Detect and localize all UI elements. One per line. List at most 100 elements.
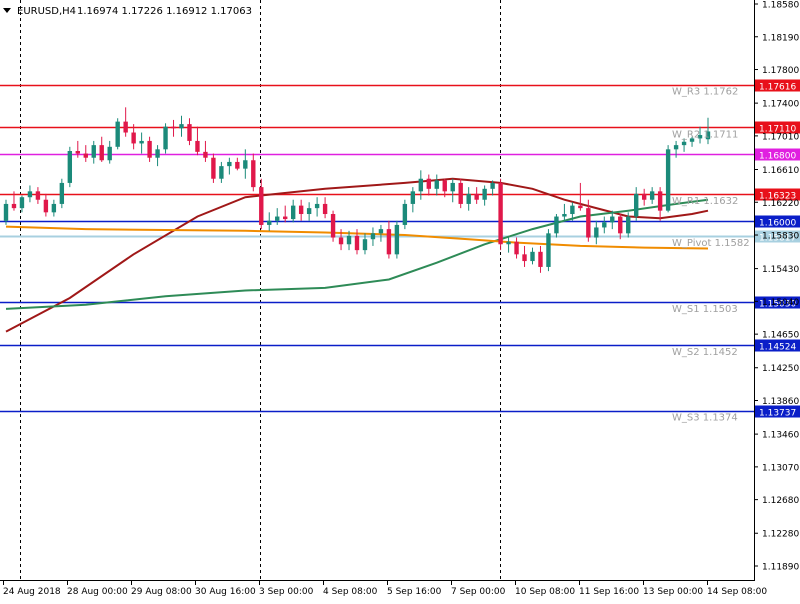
price-tick-label: 1.17010: [762, 132, 799, 142]
candle-body: [506, 241, 511, 245]
candle-body: [498, 182, 503, 245]
candle-body: [618, 216, 623, 234]
pivot-label: W_R2 1.1711: [672, 129, 738, 140]
candle-body: [402, 203, 408, 225]
candle-body: [131, 132, 136, 144]
price-tick-label: 1.11890: [762, 563, 799, 573]
candle-body: [27, 191, 33, 198]
price-tick-label: 1.12280: [762, 530, 799, 540]
candle-body: [610, 216, 615, 223]
price-tick-label: 1.14650: [762, 331, 799, 341]
candle-body: [578, 205, 583, 209]
candle-body: [171, 126, 176, 129]
candle-body: [179, 124, 184, 129]
candle-body: [562, 214, 567, 217]
price-level-tag: [755, 339, 800, 352]
candle-body: [43, 199, 49, 213]
price-axis: 1.18580 1.18190 1.17800 1.17400 1.17010 1.166…: [754, 1, 799, 573]
candle-body: [67, 151, 73, 183]
price-tick-label: 1.18580: [762, 1, 799, 11]
price-tick-label: 1.16610: [762, 166, 799, 176]
candle-body: [681, 141, 687, 146]
time-tick-label: 5 Sep 16:00: [387, 587, 442, 597]
candle-body: [410, 191, 416, 204]
candle-body: [602, 222, 607, 228]
candle-body: [649, 191, 655, 200]
candle-body: [99, 145, 104, 161]
candle-body: [386, 229, 392, 255]
candle-body: [107, 146, 112, 161]
candle-body: [426, 178, 431, 189]
candle-body: [450, 182, 455, 192]
time-tick-label: 24 Aug 2018: [3, 587, 61, 597]
candles: [3, 107, 711, 273]
symbol-label: EURUSD,H4: [17, 6, 76, 17]
candle-body: [346, 235, 352, 245]
candle-body: [267, 220, 272, 225]
time-tick-label: 3 Sep 00:00: [259, 587, 314, 597]
candle-body: [306, 208, 312, 215]
time-tick-label: 11 Sep 16:00: [579, 587, 639, 597]
price-level-tag: [755, 121, 800, 134]
time-tick-label: 30 Aug 16:00: [195, 587, 256, 597]
candle-body: [203, 151, 208, 158]
pivot-label: W_R3 1.1762: [672, 87, 738, 98]
candle-body: [634, 193, 639, 217]
candle-body: [570, 205, 575, 215]
time-tick-label: 29 Aug 08:00: [131, 587, 192, 597]
candle-body: [362, 239, 368, 251]
candle-body: [298, 205, 304, 215]
candle-body: [75, 151, 80, 154]
dropdown-triangle-icon[interactable]: [3, 8, 11, 13]
candle-body: [665, 149, 671, 211]
candle-body: [474, 193, 479, 200]
price-levels: 1.17616 1.17110 1.16800 1.16323 1.16000 1.158…: [0, 79, 800, 419]
candle-body: [147, 140, 152, 158]
candle-body: [163, 126, 168, 150]
candle-body: [283, 216, 288, 220]
candle-body: [482, 188, 487, 200]
price-level-label: 1.13737: [759, 409, 796, 419]
price-level-label: 1.15030: [759, 300, 796, 310]
ma-green-line: [5, 198, 709, 310]
candle-body: [370, 233, 376, 240]
candle-body: [123, 121, 128, 133]
candle-body: [626, 216, 631, 234]
price-tick-label: 1.13860: [762, 397, 799, 407]
moving-averages: [5, 177, 709, 333]
candle-body: [251, 160, 256, 188]
candle-body: [673, 145, 679, 150]
time-tick-label: 4 Sep 08:00: [323, 587, 378, 597]
price-tick-label: 1.15430: [762, 265, 799, 275]
ohlc-label: 1.16974 1.17226 1.16912 1.17063: [77, 6, 252, 17]
candle-body: [195, 140, 200, 152]
price-level-tag: [755, 230, 800, 243]
pivot-label: W_S3 1.1374: [672, 413, 738, 424]
price-tick-label: 1.16220: [762, 199, 799, 209]
price-tick-label: 1.15040: [762, 298, 799, 308]
candle-body: [442, 180, 447, 192]
candle-body: [434, 180, 439, 189]
candle-body: [290, 205, 296, 220]
price-tick-label: 1.18190: [762, 33, 799, 43]
price-tick-label: 1.14250: [762, 364, 799, 374]
pivot-labels: W_R3 1.1762 W_R2 1.1711 W_R1 1.1632 W_Pivot…: [672, 87, 750, 424]
candle-body: [466, 193, 471, 204]
candle-body: [155, 149, 160, 158]
price-level-label: 1.17616: [759, 83, 796, 93]
candle-body: [259, 187, 264, 225]
candle-body: [514, 241, 519, 255]
price-level-label: 1.16000: [759, 219, 796, 229]
candle-body: [35, 191, 41, 200]
candle-body: [19, 197, 25, 209]
price-tick-label: 1.17400: [762, 100, 799, 110]
candle-body: [243, 160, 248, 169]
candle-body: [139, 140, 144, 144]
candle-body: [705, 131, 711, 140]
time-tick-label: 13 Sep 00:00: [643, 587, 703, 597]
candle-body: [594, 227, 599, 238]
price-level-tag: [755, 79, 800, 92]
candle-body: [51, 203, 57, 213]
